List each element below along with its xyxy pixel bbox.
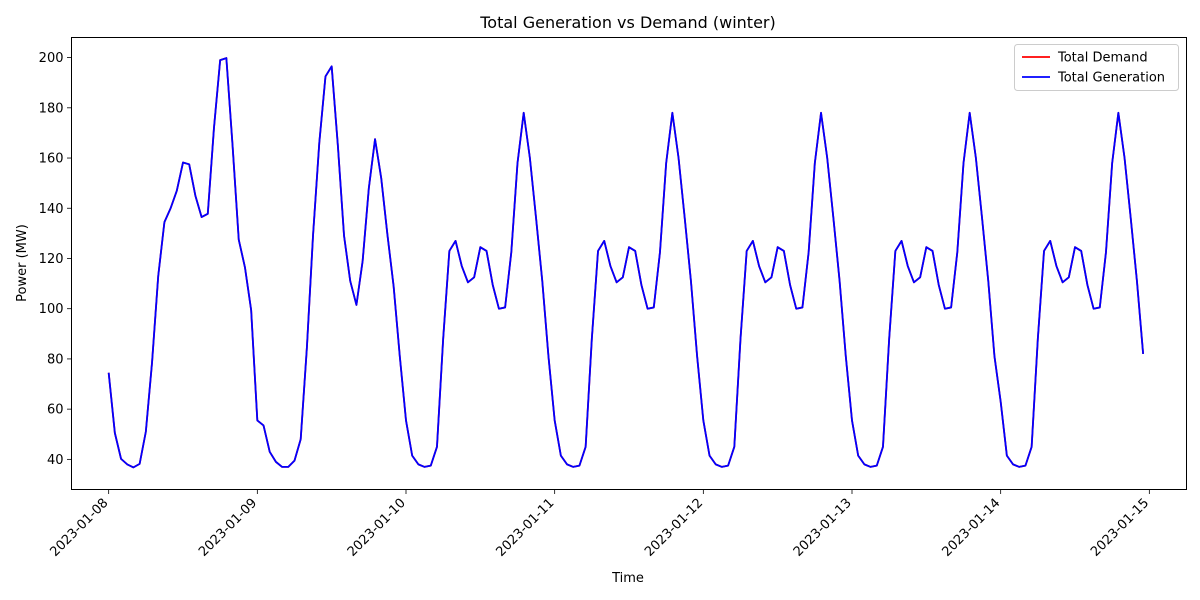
y-tick-label: 180 <box>39 101 64 116</box>
y-axis-ticks: 40 60 80 100 120 140 160 180 200 <box>39 51 72 468</box>
legend-box <box>1014 44 1179 91</box>
axes-frame <box>71 37 1187 490</box>
plot-area <box>71 37 1187 490</box>
y-tick-label: 60 <box>47 403 64 418</box>
legend-label-total-generation: Total Generation <box>1057 71 1165 86</box>
chart-title: Total Generation vs Demand (winter) <box>479 13 775 32</box>
legend: Total Demand Total Generation <box>1014 44 1179 91</box>
y-tick-label: 100 <box>39 302 64 317</box>
y-axis-label: Power (MW) <box>15 224 30 302</box>
x-axis-label: Time <box>611 571 644 586</box>
y-tick-label: 160 <box>39 152 64 167</box>
y-tick-label: 200 <box>39 51 64 66</box>
series-layer <box>107 57 1145 469</box>
y-tick-label: 40 <box>47 453 64 468</box>
y-tick-label: 140 <box>39 202 64 217</box>
legend-label-total-demand: Total Demand <box>1057 51 1148 66</box>
y-tick-label: 120 <box>39 252 64 267</box>
y-tick-label: 80 <box>47 352 64 367</box>
series-line-total-generation <box>107 57 1145 469</box>
